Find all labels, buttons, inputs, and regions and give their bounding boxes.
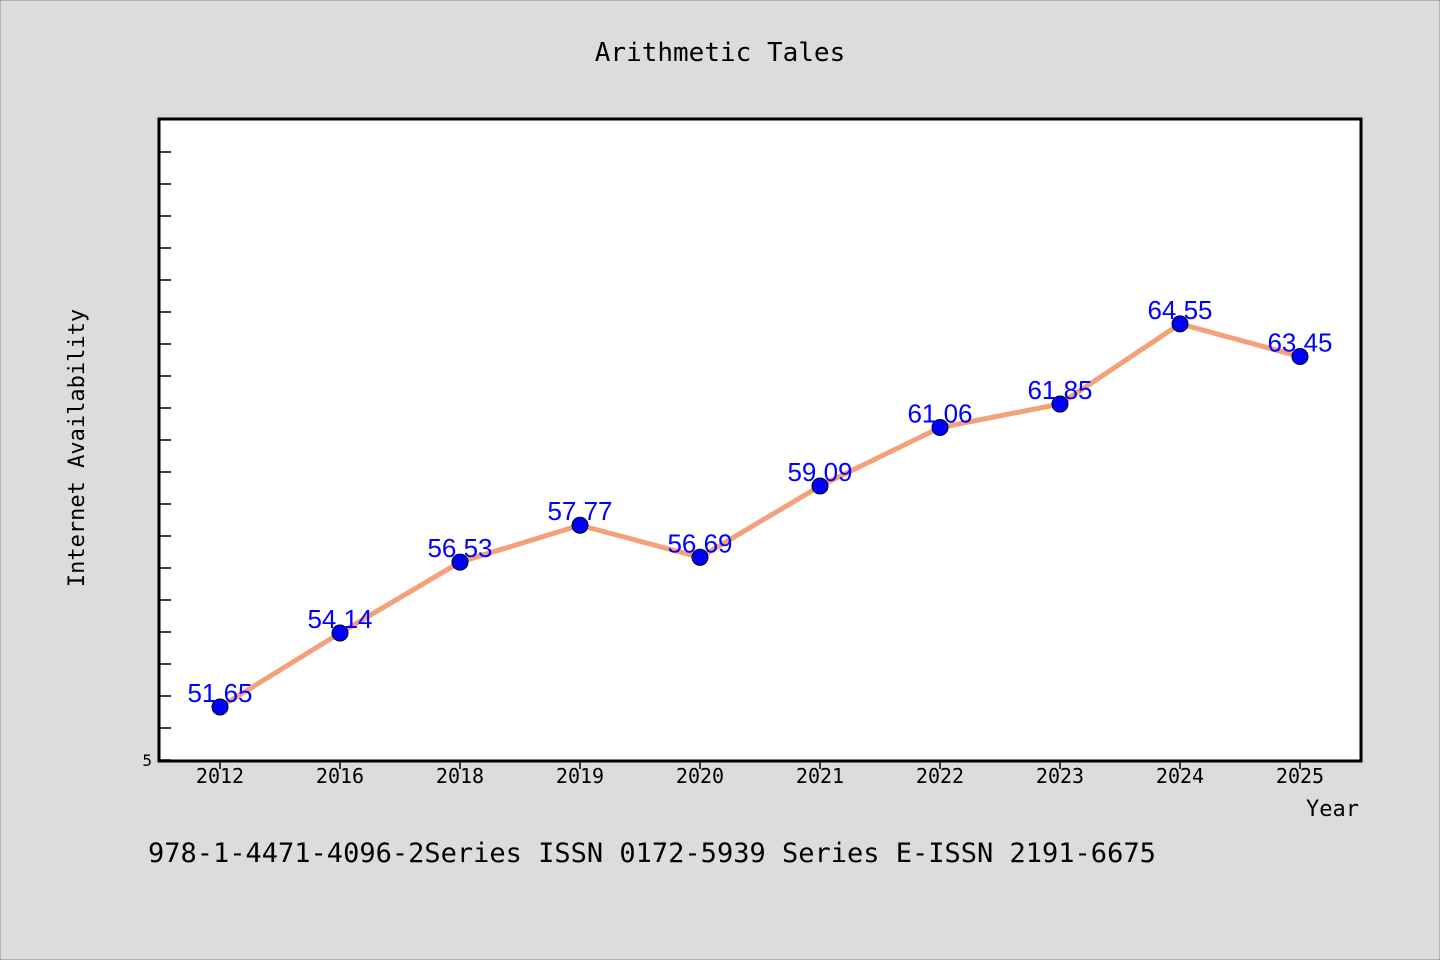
data-point [211,698,229,716]
x-tick-label: 2012 [196,764,244,788]
plot-area [157,117,1363,763]
y-tick-label: 5 [142,751,152,770]
data-label: 64.55 [1147,295,1212,325]
x-tick-label: 2023 [1036,764,1084,788]
data-point [1051,395,1069,413]
y-axis-ticks [159,151,171,761]
data-point [931,419,949,437]
x-tick-label: 2021 [796,764,844,788]
data-point [811,477,829,495]
data-label: 54.14 [307,604,372,634]
x-axis-tick-labels: 2012 2016 2018 2019 2020 2021 2022 2023 2024 2025 [196,764,1324,788]
footer-text: 978-1-4471-4096-2Series ISSN 0172-5939 S… [148,838,1156,869]
x-tick-label: 2025 [1276,764,1324,788]
data-label: 63.45 [1267,328,1332,358]
data-label: 59.09 [787,457,852,487]
x-tick-label: 2018 [436,764,484,788]
data-label: 56.53 [427,533,492,563]
x-tick-label: 2024 [1156,764,1204,788]
x-tick-label: 2020 [676,764,724,788]
data-labels: 51.65 54.14 56.53 57.77 56.69 59.09 61.06 61.85… [187,295,1332,708]
data-label: 61.06 [907,399,972,429]
series-line-group [218,321,1301,710]
chart-title: Arithmetic Tales [595,38,845,68]
data-point [331,624,349,642]
data-label: 56.69 [667,528,732,558]
data-point [1291,348,1309,366]
data-point [571,516,589,534]
data-point [691,548,709,566]
x-tick-label: 2016 [316,764,364,788]
y-axis-label: Internet Availability [65,309,90,587]
data-point [451,553,469,571]
x-axis-ticks [219,761,1301,769]
x-axis-label: Year [1306,797,1359,822]
series-line [218,321,1301,710]
data-point [1171,315,1189,333]
x-tick-label: 2019 [556,764,604,788]
x-tick-label: 2022 [916,764,964,788]
series-markers [211,315,1309,716]
data-label: 57.77 [547,496,612,526]
data-label: 61.85 [1027,375,1092,405]
data-label: 51.65 [187,678,252,708]
